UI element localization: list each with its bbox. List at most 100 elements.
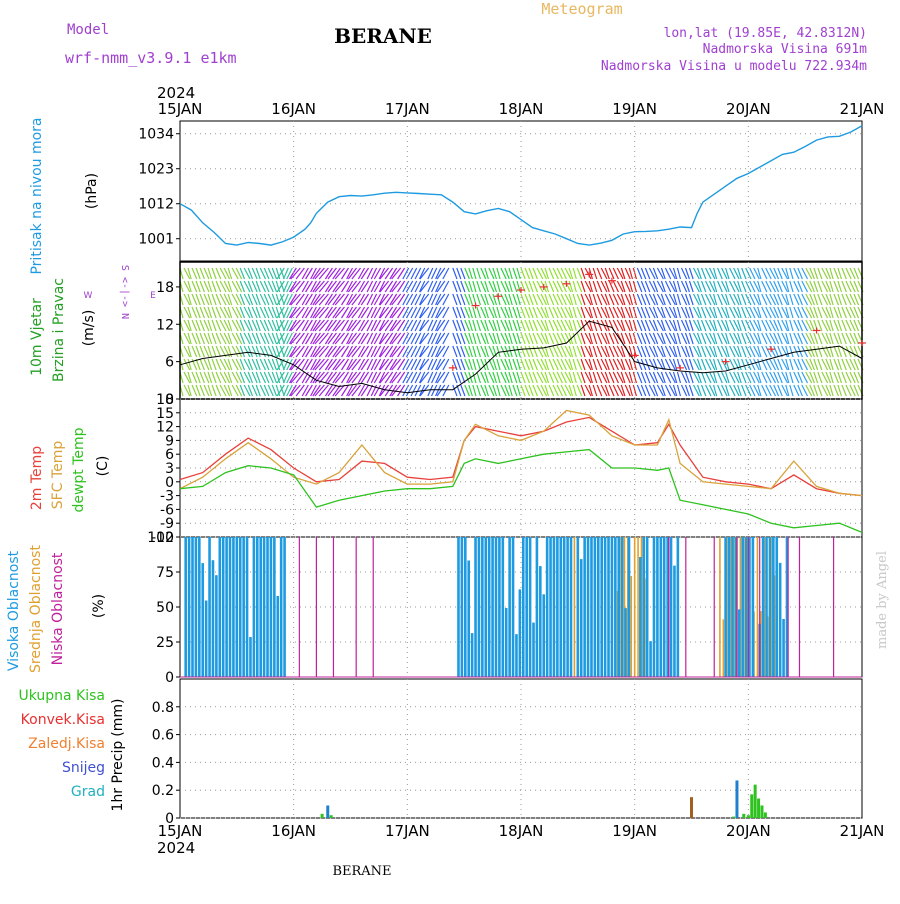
wind-barb	[749, 332, 756, 345]
wind-barb	[853, 345, 860, 358]
wind-barb	[556, 306, 563, 319]
wind-barb	[500, 332, 507, 345]
wind-barb	[556, 267, 563, 280]
wind-barb	[592, 332, 598, 345]
wind-barb	[219, 358, 227, 371]
wind-barb	[276, 293, 285, 306]
y-tick-label: 6	[165, 447, 174, 463]
temp-unit: (C)	[95, 456, 111, 477]
wind-barb	[419, 371, 430, 384]
wind-barb	[725, 306, 730, 319]
wind-barb	[560, 293, 567, 306]
wind-barb	[464, 267, 470, 280]
wind-barb	[721, 319, 728, 332]
wind-barb	[402, 306, 410, 319]
wind-barb	[301, 345, 309, 358]
wind-barb	[684, 267, 690, 280]
wind-barb	[556, 358, 563, 371]
wind-barb	[664, 332, 672, 345]
wind-barb	[508, 267, 513, 280]
wind-barb	[592, 345, 598, 358]
wind-barb	[251, 345, 258, 358]
wind-barb	[384, 306, 394, 319]
wind-barb	[341, 280, 350, 293]
wind-barb	[199, 267, 205, 280]
y-tick-label: 12	[156, 420, 174, 436]
wind-barb	[211, 306, 217, 319]
wind-barb	[504, 280, 510, 293]
wind-barb	[584, 371, 592, 384]
wind-barb	[765, 371, 772, 384]
wind-barb	[452, 332, 458, 345]
y-tick-label: 0	[165, 392, 174, 408]
wind-barb	[243, 319, 251, 332]
wind-barb	[290, 358, 301, 371]
wind-barb	[781, 319, 789, 332]
wind-barb	[825, 319, 832, 332]
wind-barb	[366, 332, 374, 345]
wind-barb	[781, 345, 789, 358]
wind-barb	[379, 306, 390, 319]
wind-barb	[572, 384, 577, 397]
wind-barb	[849, 384, 856, 397]
wind-barb	[271, 306, 278, 319]
wind-barb	[612, 358, 619, 371]
wind-barb	[496, 280, 501, 293]
wind-barb	[251, 384, 258, 397]
wind-barb	[207, 280, 213, 293]
wind-barb	[620, 267, 626, 280]
wind-barb	[310, 358, 317, 371]
wind-barb	[468, 280, 473, 293]
wind-barb	[476, 345, 482, 358]
wind-barb	[247, 332, 254, 345]
wind-barb	[301, 358, 309, 371]
wind-barb	[564, 358, 572, 371]
wind-barb	[492, 267, 498, 280]
wind-barb	[312, 319, 321, 332]
wind-barb	[560, 306, 567, 319]
wind-barb	[528, 384, 534, 397]
wind-barb	[712, 345, 718, 358]
wind-barb	[753, 358, 760, 371]
y-tick-label: 1012	[138, 197, 174, 213]
wind-barb	[793, 358, 800, 371]
wind-barb	[737, 293, 742, 306]
wind-barb	[620, 319, 626, 332]
wind-barb	[652, 345, 659, 358]
wind-barb	[295, 293, 305, 306]
wind-barb	[295, 384, 305, 397]
wind-barb	[700, 332, 707, 345]
wind-barb	[235, 319, 243, 332]
wind-barb	[460, 371, 466, 384]
wind-barb	[608, 280, 615, 293]
precip-bar	[753, 784, 757, 818]
wind-barb	[608, 371, 615, 384]
wind-barb	[849, 319, 856, 332]
wind-barb	[684, 371, 690, 384]
wind-barb	[199, 358, 205, 371]
wind-barb	[460, 384, 466, 397]
wind-barb	[709, 319, 716, 332]
wind-barb	[596, 358, 603, 371]
wind-barb	[676, 306, 682, 319]
wind-barb	[845, 319, 852, 332]
wind-barb	[402, 293, 410, 306]
wind-barb	[442, 358, 450, 371]
wind-barb	[397, 358, 406, 371]
wind-barb	[199, 332, 205, 345]
date-tick-label: 17JAN	[385, 100, 430, 118]
wind-barb	[684, 293, 690, 306]
wind-barb	[295, 319, 305, 332]
wind-barb	[436, 267, 446, 280]
wind-barb	[312, 306, 321, 319]
wind-barb	[813, 293, 819, 306]
wind-barb	[628, 306, 634, 319]
wind-barb	[289, 371, 297, 384]
wind-barb	[733, 332, 740, 345]
wind-barb	[187, 371, 192, 384]
wind-barb	[773, 345, 780, 358]
wind-barb	[346, 332, 354, 345]
wind-barb	[370, 293, 378, 306]
wind-barb	[777, 371, 783, 384]
wind-barb	[829, 358, 834, 371]
